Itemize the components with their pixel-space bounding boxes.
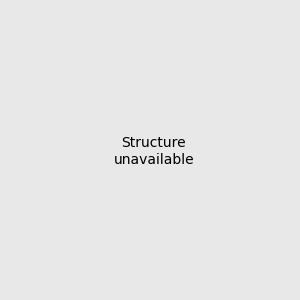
Text: Structure
unavailable: Structure unavailable: [113, 136, 194, 166]
